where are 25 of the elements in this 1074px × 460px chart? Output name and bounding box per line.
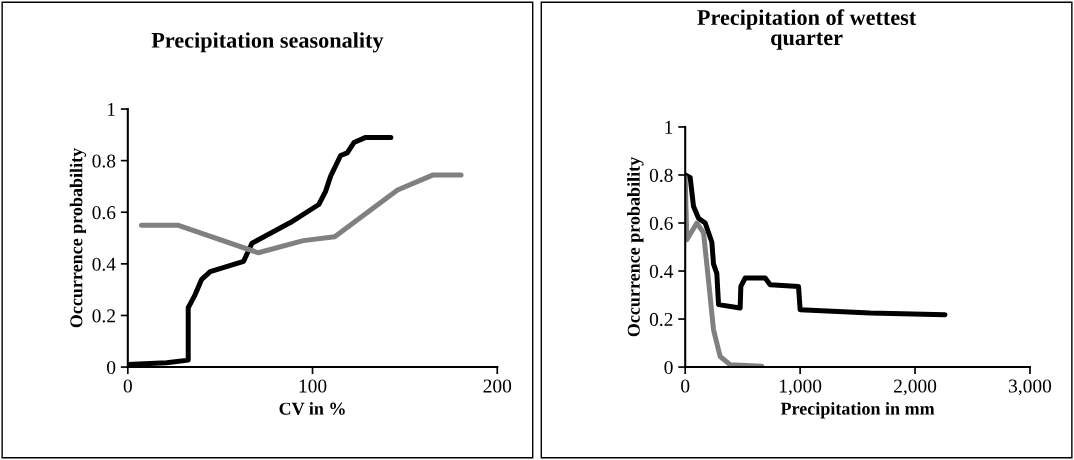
- y-tick-label: 0.2: [649, 312, 673, 327]
- x-tick-label: 100: [299, 379, 327, 393]
- y-tick-label: 0.6: [92, 206, 116, 220]
- y-tick-label: 0: [107, 360, 116, 375]
- x-tick-label: 1,000: [779, 379, 822, 396]
- y-tick-label: 0.4: [649, 264, 674, 279]
- x-tick-label: 200: [483, 379, 512, 393]
- y-axis-title: Occurrence probability: [627, 157, 644, 337]
- y-tick-label: 0.4: [92, 257, 116, 271]
- x-axis-title: Precipitation in mm: [780, 402, 935, 419]
- x-tick-label: 2,000: [894, 379, 937, 396]
- y-axis-title: Occurrence probability: [69, 148, 87, 328]
- chart-title: Precipitation of wettest quarter: [697, 9, 917, 50]
- x-tick-label: 0: [681, 379, 690, 393]
- y-tick-label: 0: [664, 360, 673, 375]
- y-tick-label: 0.8: [649, 168, 673, 183]
- chart-title: Precipitation seasonality: [151, 32, 384, 53]
- y-tick-label: 1: [107, 102, 115, 116]
- x-tick-label: 3,000: [1009, 379, 1052, 396]
- x-tick-label: 0: [123, 379, 132, 393]
- y-tick-label: 0.2: [92, 309, 115, 323]
- x-axis-title: CV in %: [279, 402, 345, 415]
- y-tick-label: 1: [665, 120, 673, 134]
- y-tick-label: 0.8: [92, 154, 116, 168]
- y-tick-label: 0.6: [649, 216, 673, 231]
